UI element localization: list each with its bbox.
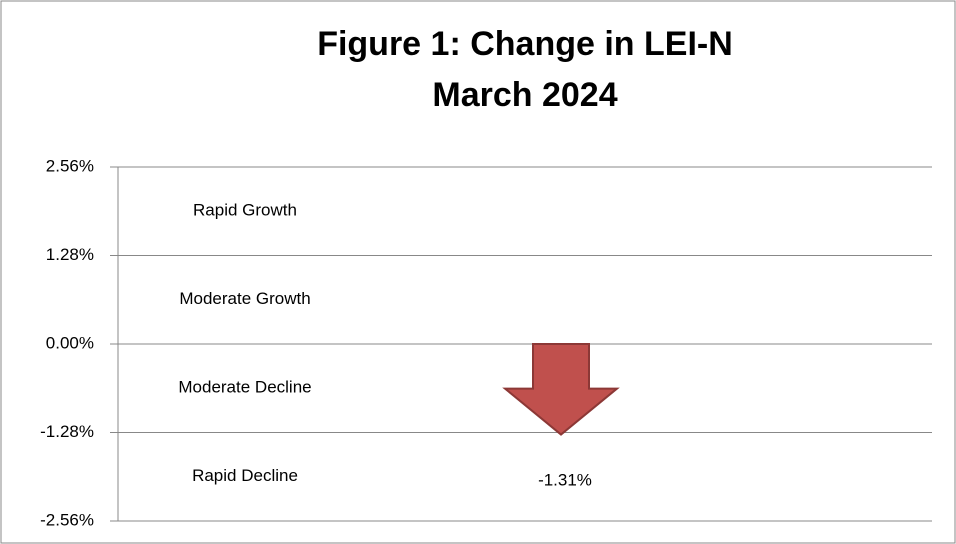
zone-label: Rapid Growth [193,201,297,220]
arrow [502,343,620,436]
y-tick-label: 1.28% [46,245,94,264]
zone-label: Moderate Growth [179,289,310,308]
y-tick-label: -2.56% [40,510,94,529]
value-label: -1.31% [538,470,592,489]
zone-label: Rapid Decline [192,466,298,485]
y-tick-label: -1.28% [40,422,94,441]
zone-label: Moderate Decline [178,378,311,397]
chart-subtitle: March 2024 [432,76,617,114]
y-tick-label: 0.00% [46,333,94,352]
chart-title: Figure 1: Change in LEI-N [317,25,733,63]
y-tick-label: 2.56% [46,156,94,175]
